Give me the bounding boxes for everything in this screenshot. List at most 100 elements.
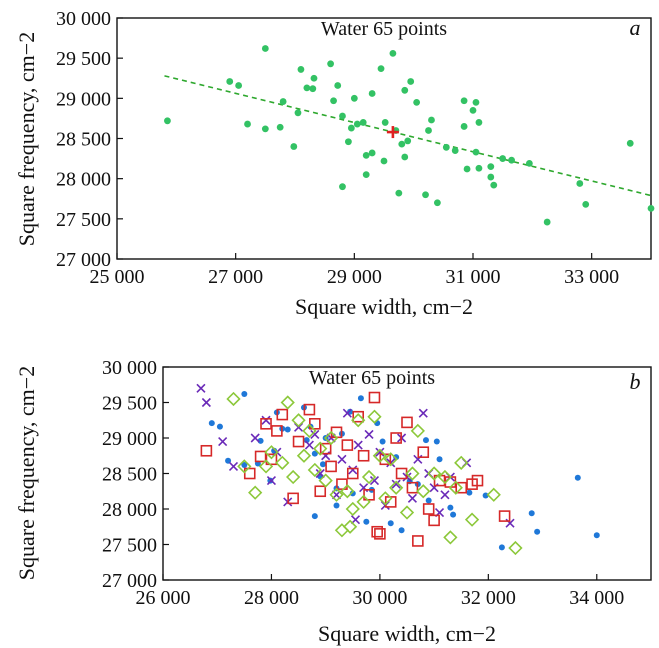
b-data-point-square (346, 467, 359, 480)
b-data-point-cross (418, 408, 428, 418)
b-data-point-cross (369, 476, 380, 486)
b-data-point-dot (379, 438, 386, 445)
a-data-point (279, 98, 287, 105)
a-x-tick-label: 29 000 (327, 266, 382, 288)
b-data-point-diamond (307, 462, 322, 478)
b-data-point-square (471, 474, 484, 487)
b-cross-stroke (304, 440, 314, 450)
b-cross-stroke (261, 415, 271, 425)
a-data-point (525, 160, 533, 167)
b-data-point-dot (574, 474, 581, 481)
b-data-point-dot (433, 438, 440, 445)
a-data-point (576, 180, 584, 187)
b-data-point-diamond (361, 469, 377, 485)
b-data-point-dot (357, 395, 364, 402)
a-data-point (413, 98, 421, 106)
b-cross-stroke (250, 433, 260, 443)
b-data-point-diamond (286, 469, 301, 485)
b-data-point-square (319, 442, 332, 455)
a-data-point (428, 116, 435, 124)
a-data-point (339, 112, 346, 120)
b-data-point-square (401, 416, 413, 429)
b-data-point-square (455, 481, 468, 494)
a-data-point (647, 204, 655, 212)
a-x-tick-label: 31 000 (446, 266, 501, 288)
a-data-point (330, 97, 337, 105)
a-data-point (368, 90, 376, 97)
a-data-point (626, 139, 634, 147)
b-data-point-cross (391, 479, 401, 489)
b-cross-stroke (342, 408, 352, 418)
a-centroid-group (386, 126, 399, 139)
b-data-point-dot (208, 420, 215, 427)
a-y-axis-label: Square frequency, cm−2 (14, 32, 39, 246)
b-data-point-diamond (237, 459, 252, 474)
b-data-point-dot (225, 457, 232, 464)
a-data-point (310, 74, 318, 82)
b-y-tick-label: 27 500 (102, 535, 157, 557)
b-data-point-square (336, 478, 348, 490)
b-data-point-square (260, 417, 272, 430)
b-ticks: 26 000 28 000 30 000 32 000 34 000 27 000 27 5… (102, 357, 624, 609)
b-data-point-dot (482, 492, 489, 499)
b-x-tick-label: 26 000 (136, 587, 191, 609)
b-data-point-diamond (399, 505, 415, 520)
b-data-point-cross (353, 440, 363, 450)
b-cross-stroke (350, 515, 361, 525)
b-data-point-cross (350, 515, 361, 525)
a-data-point (460, 123, 468, 130)
b-data-point-cross (266, 476, 277, 486)
b-data-point-cross (201, 397, 211, 408)
b-data-point-diamond (302, 423, 317, 439)
b-cross-stroke (228, 461, 239, 471)
b-data-point-square (265, 453, 278, 466)
a-data-point (401, 153, 409, 161)
a-data-point (487, 163, 495, 171)
b-data-point-cross (218, 436, 228, 447)
a-data-point (490, 181, 498, 189)
b-data-point-diamond (448, 480, 463, 495)
b-data-point-square (341, 439, 354, 451)
a-y-tick-label: 27 500 (56, 209, 111, 231)
b-data-point-cross (342, 408, 352, 418)
b-data-point-dot (534, 528, 541, 535)
b-data-point-square (368, 391, 381, 404)
b-cross-stroke (418, 408, 428, 418)
a-data-point (294, 109, 302, 117)
b-data-point-dot (241, 390, 248, 397)
a-panel-label: a (630, 15, 641, 40)
b-data-point-square (314, 485, 327, 498)
b-data-point-diamond (389, 480, 404, 495)
b-data-point-diamond (437, 469, 453, 485)
b-data-point-diamond (378, 491, 393, 506)
b-cross-stroke (201, 397, 211, 408)
a-data-point (404, 137, 412, 145)
b-cross-stroke (337, 454, 347, 464)
b-cross-stroke (196, 383, 206, 393)
a-data-point (472, 148, 480, 156)
b-data-point-dot (593, 532, 600, 539)
a-data-point (334, 82, 342, 89)
b-data-point-diamond (258, 459, 274, 474)
b-data-point-dot (311, 513, 318, 520)
b-x-axis-label: Square width, cm−2 (318, 621, 496, 646)
a-data-point (472, 98, 480, 106)
b-data-point-cross (407, 493, 417, 503)
a-x-tick-label: 25 000 (90, 266, 145, 288)
b-data-point-square (325, 460, 337, 473)
b-data-point-cross (261, 415, 271, 425)
a-data-point (347, 124, 355, 132)
b-data-point-cross (337, 454, 347, 464)
a-data-point (398, 140, 406, 148)
a-data-point (350, 94, 358, 102)
b-data-point-square (287, 492, 299, 505)
b-data-point-diamond (383, 452, 398, 467)
b-data-point-square (254, 450, 267, 463)
b-cross-stroke (364, 429, 374, 440)
b-data-point-dot (393, 454, 400, 461)
b-data-point-dot (387, 520, 394, 527)
b-data-point-diamond (508, 540, 523, 556)
